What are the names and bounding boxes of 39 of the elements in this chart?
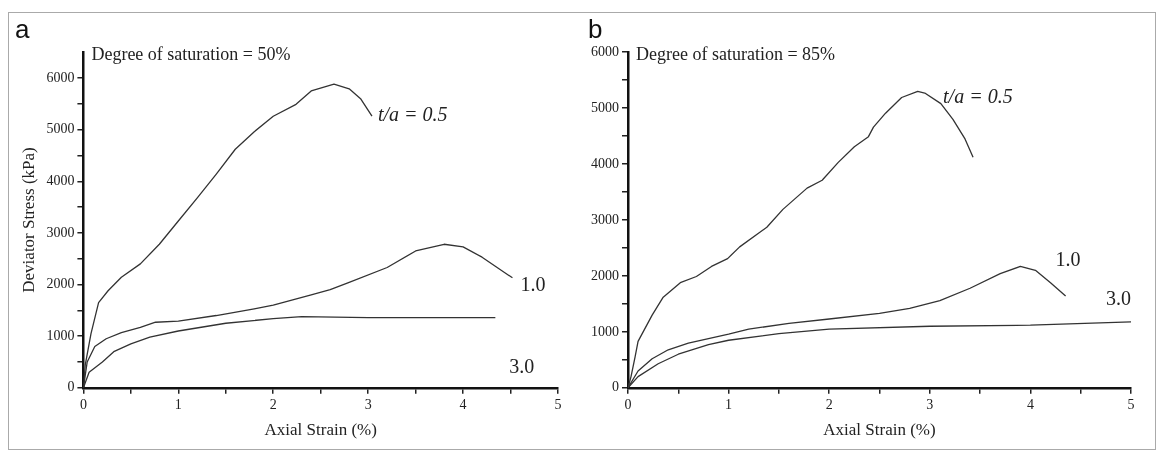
x-tick-label: 1	[725, 396, 733, 412]
x-tick-label: 4	[459, 396, 467, 412]
y-tick-label: 3000	[591, 211, 619, 227]
chart-title: b	[588, 13, 603, 44]
series-label: 3.0	[509, 354, 535, 377]
x-tick-label: 0	[624, 396, 632, 412]
y-axis-title: Deviator Stress (kPa)	[18, 147, 38, 293]
x-tick-label: 4	[1026, 396, 1034, 412]
x-tick-label: 3	[926, 396, 934, 412]
x-tick-label: 2	[269, 396, 277, 412]
y-tick-label: 2000	[46, 276, 75, 292]
series-label: t/a = 0.5	[377, 103, 448, 126]
x-tick-label: 1	[174, 396, 182, 412]
y-tick-label: 1000	[591, 323, 619, 339]
x-axis-title: Axial Strain (%)	[823, 420, 936, 440]
y-tick-label: 1000	[46, 327, 75, 343]
y-tick-label: 2000	[591, 267, 619, 283]
y-tick-label: 0	[67, 379, 75, 395]
y-tick-label: 0	[612, 379, 619, 395]
y-tick-label: 4000	[46, 172, 75, 188]
annotation: Degree of saturation = 50%	[91, 43, 291, 64]
x-axis-title: Axial Strain (%)	[264, 420, 377, 440]
x-tick-label: 2	[825, 396, 833, 412]
series-label: 1.0	[520, 273, 546, 296]
y-tick-label: 6000	[46, 69, 75, 85]
chart-title: a	[15, 13, 30, 44]
annotation: Degree of saturation = 85%	[636, 43, 836, 64]
series-label: 1.0	[1055, 248, 1081, 271]
series-label: t/a = 0.5	[943, 84, 1013, 107]
y-tick-label: 3000	[46, 224, 75, 240]
x-tick-label: 0	[79, 396, 87, 412]
y-tick-label: 4000	[591, 155, 619, 171]
x-tick-label: 5	[554, 396, 562, 412]
x-tick-label: 3	[364, 396, 372, 412]
series-label: 3.0	[1106, 287, 1131, 310]
y-tick-label: 5000	[591, 99, 619, 115]
x-tick-label: 5	[1127, 396, 1135, 412]
y-tick-label: 6000	[591, 43, 619, 59]
y-tick-label: 5000	[46, 121, 75, 137]
